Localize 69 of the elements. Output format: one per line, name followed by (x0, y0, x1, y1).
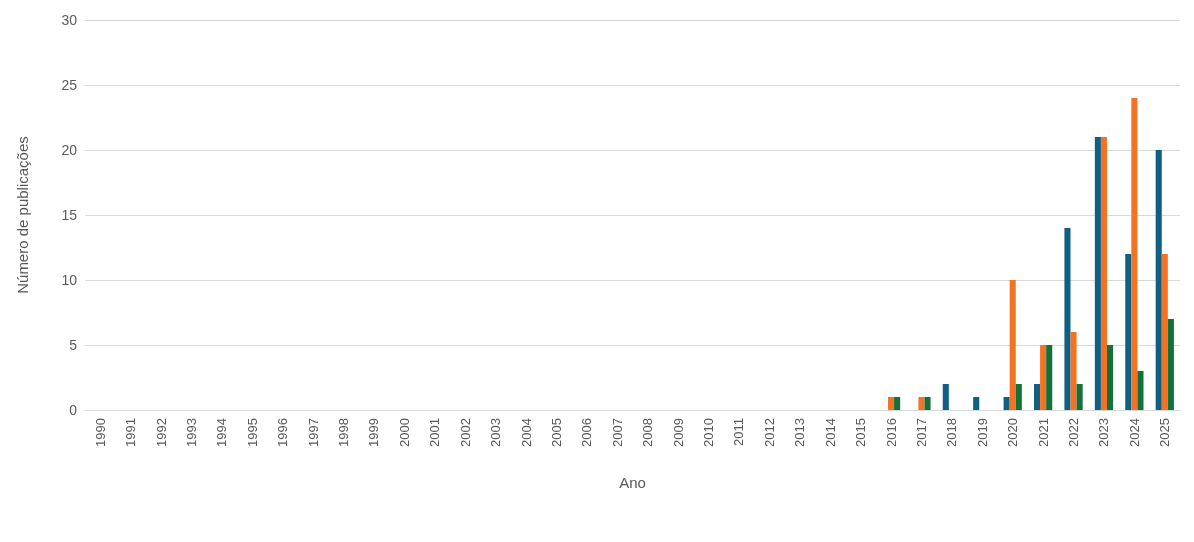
bar (1064, 228, 1071, 410)
bar (1161, 254, 1168, 410)
x-tick-label: 2017 (913, 418, 929, 447)
y-tick-label: 25 (61, 77, 78, 93)
x-tick-label: 2024 (1126, 418, 1142, 447)
bar (1015, 384, 1022, 410)
x-tick-label: 1991 (123, 418, 139, 447)
bar (1034, 384, 1041, 410)
bar (1167, 319, 1174, 410)
bar (1070, 332, 1077, 410)
x-tick-label: 2007 (609, 418, 625, 447)
x-tick-label: 2010 (701, 418, 717, 447)
x-tick-label: 2008 (640, 418, 656, 447)
x-tick-label: 2016 (883, 418, 899, 447)
bar (1094, 137, 1101, 410)
bar (1107, 345, 1114, 410)
bar (1040, 345, 1047, 410)
x-tick-label: 2018 (944, 418, 960, 447)
x-tick-label: 2019 (974, 418, 990, 447)
x-tick-label: 1992 (153, 418, 169, 447)
x-tick-label: 2011 (731, 418, 747, 446)
bar (1003, 397, 1010, 410)
x-tick-label: 2012 (761, 418, 777, 447)
x-tick-label: 1990 (92, 418, 108, 447)
x-tick-label: 1993 (183, 418, 199, 447)
x-tick-label: 1995 (244, 418, 260, 447)
bar (942, 384, 949, 410)
x-tick-label: 2003 (488, 418, 504, 447)
x-tick-label: 2021 (1035, 418, 1051, 447)
x-tick-label: 2009 (670, 418, 686, 447)
bar (1009, 280, 1016, 410)
x-tick-label: 2015 (853, 418, 869, 447)
bar (1125, 254, 1132, 410)
x-tick-label: 2022 (1066, 418, 1082, 447)
x-tick-label: 2014 (822, 418, 838, 447)
x-tick-label: 1998 (336, 418, 352, 447)
x-tick-label: 1997 (305, 418, 321, 447)
y-tick-label: 10 (61, 272, 78, 288)
x-tick-label: 2025 (1157, 418, 1173, 447)
bar (1131, 98, 1138, 410)
y-tick-label: 0 (69, 402, 78, 418)
x-tick-label: 2002 (457, 418, 473, 447)
x-tick-label: 2023 (1096, 418, 1112, 447)
y-axis-title: Número de publicações (14, 136, 31, 294)
x-tick-label: 2000 (396, 418, 412, 447)
y-tick-label: 20 (61, 142, 78, 158)
bar (918, 397, 925, 410)
bar (924, 397, 931, 410)
bar (888, 397, 895, 410)
bar (1100, 137, 1107, 410)
x-tick-label: 1996 (275, 418, 291, 447)
x-tick-label: 2001 (427, 418, 443, 447)
x-tick-label: 2005 (548, 418, 564, 447)
bar (1046, 345, 1053, 410)
x-axis-title: Ano (619, 474, 646, 491)
y-tick-label: 15 (61, 207, 78, 223)
bar (1137, 371, 1144, 410)
x-tick-label: 2006 (579, 418, 595, 447)
bar (894, 397, 901, 410)
x-tick-label: 2013 (792, 418, 808, 447)
y-tick-label: 5 (69, 337, 78, 353)
bar (973, 397, 980, 410)
x-tick-label: 1999 (366, 418, 382, 447)
x-tick-label: 2004 (518, 418, 534, 447)
y-tick-label: 30 (61, 12, 78, 28)
x-tick-label: 2020 (1005, 418, 1021, 447)
x-tick-label: 1994 (214, 418, 230, 447)
bar (1076, 384, 1083, 410)
bar (1155, 150, 1162, 410)
